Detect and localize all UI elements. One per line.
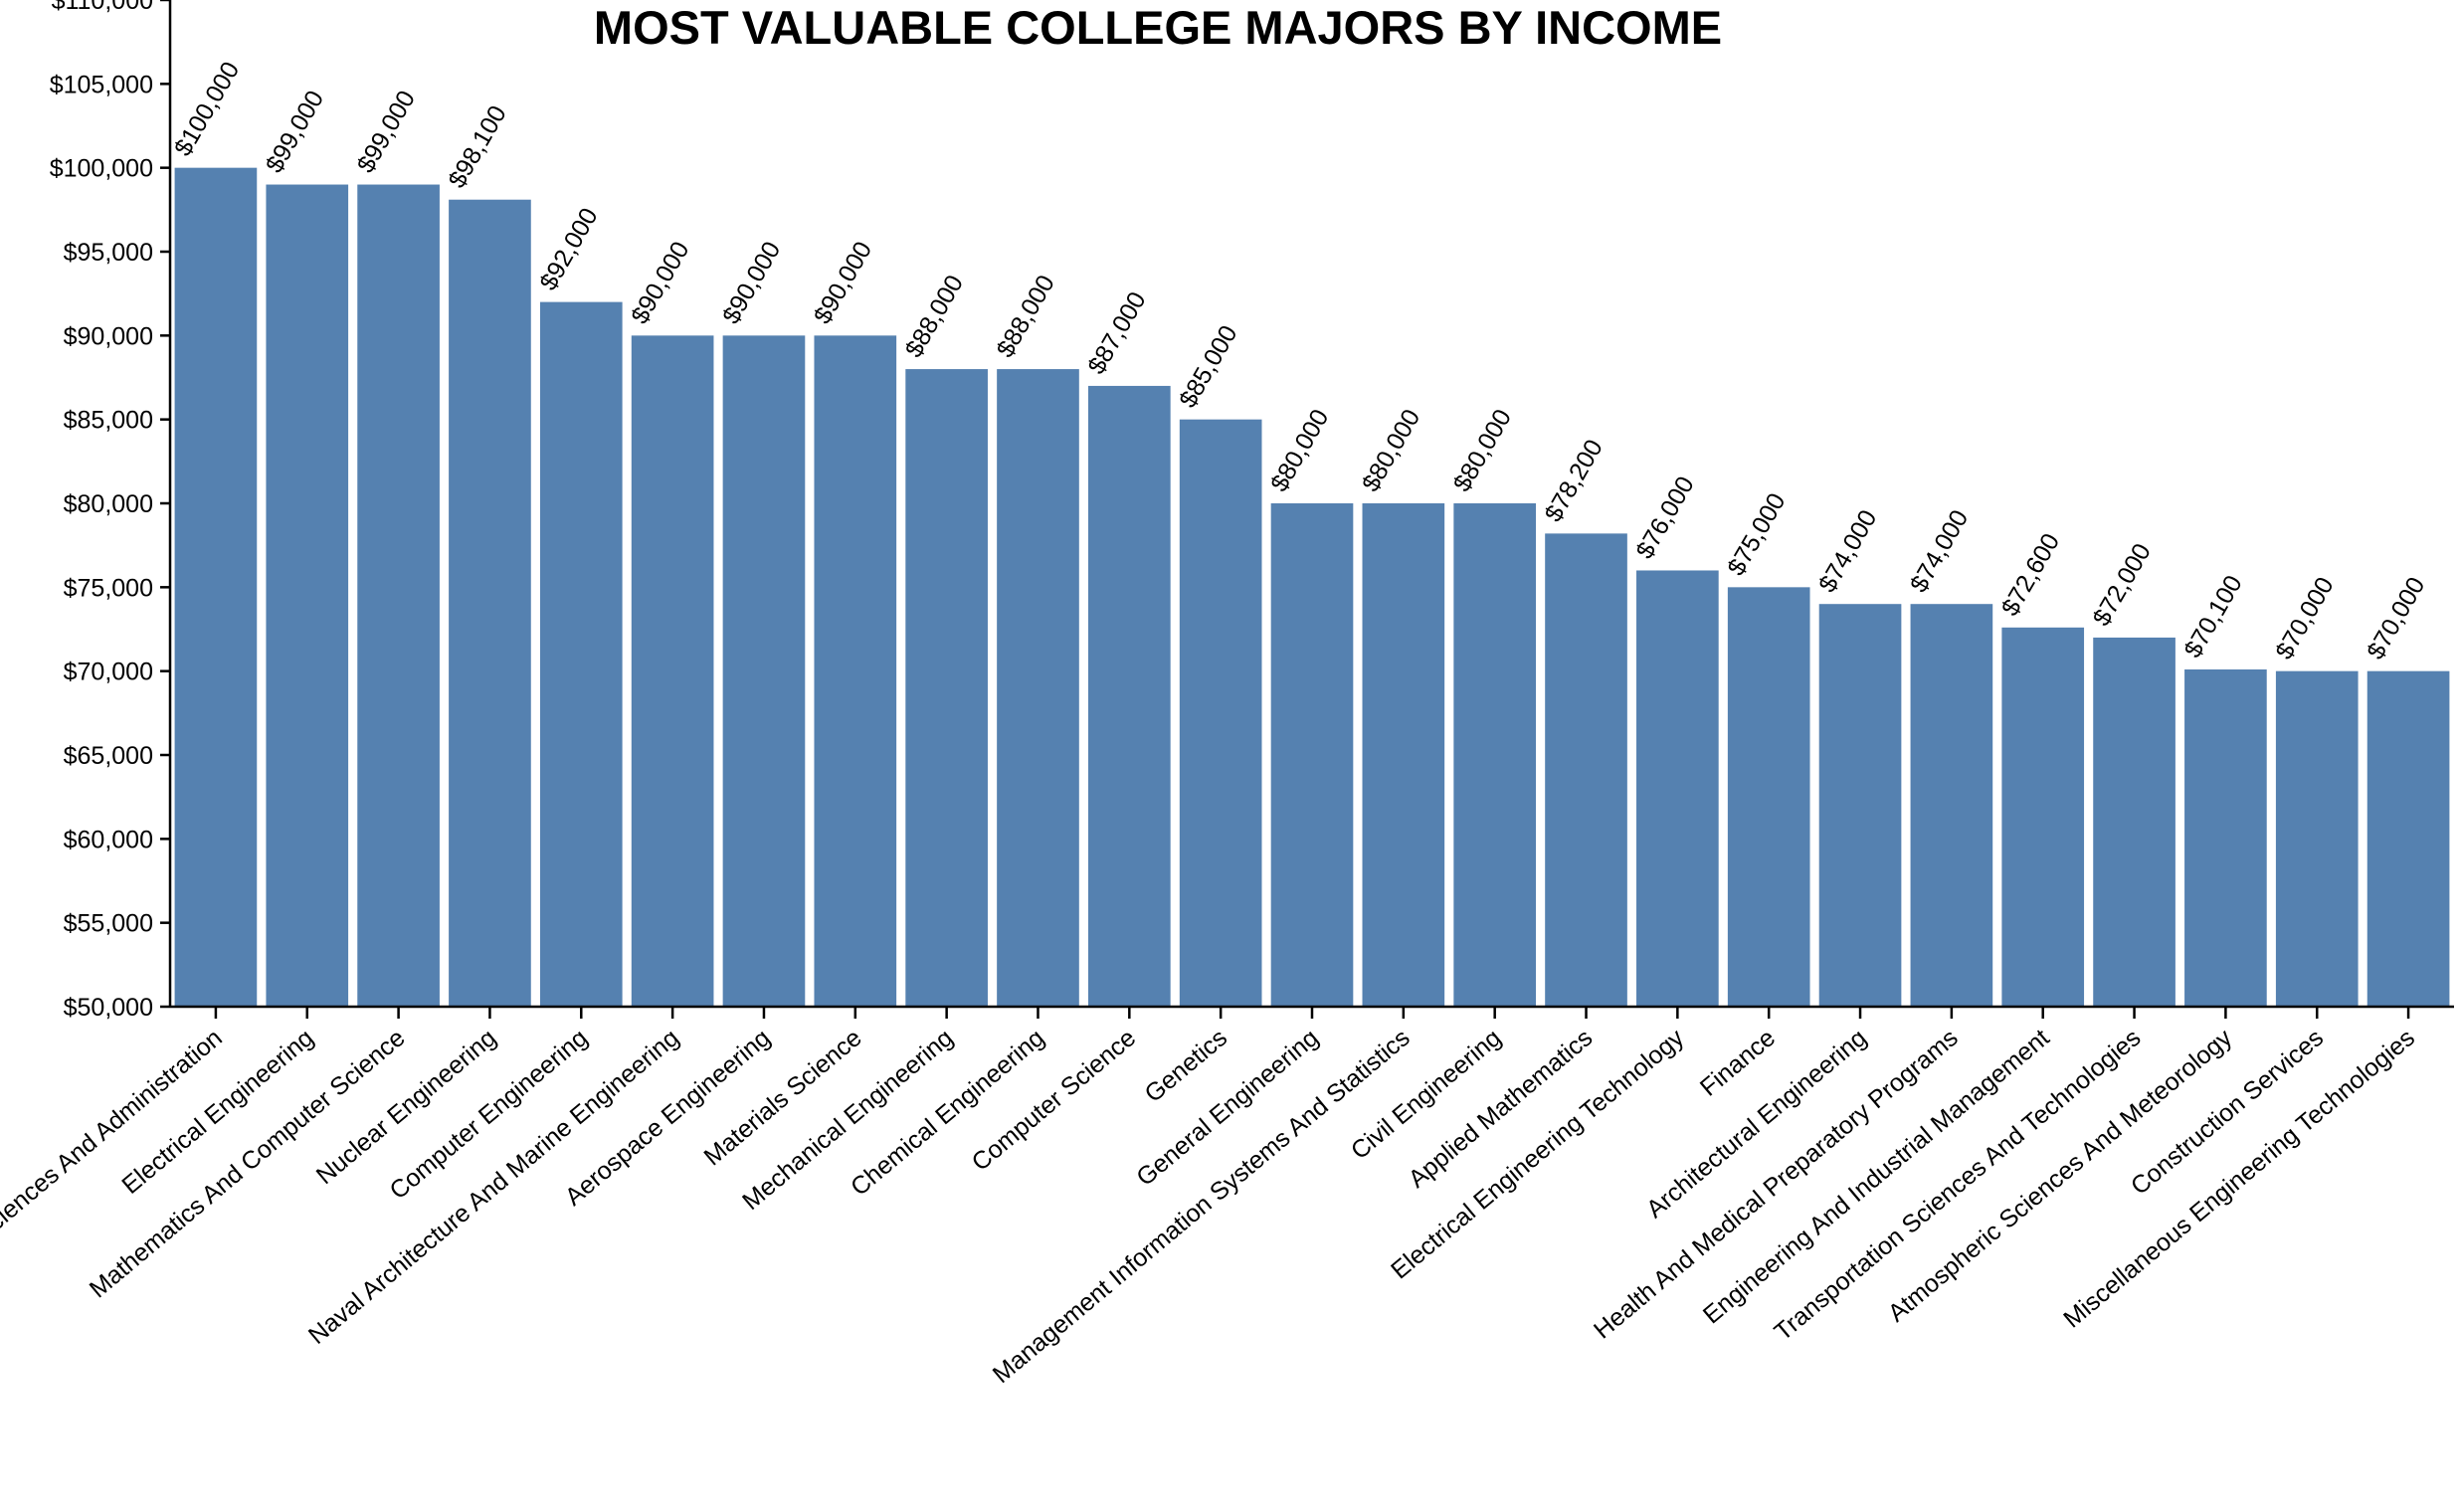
bars — [174, 167, 2450, 1008]
y-axis: $50,000 $55,000 $60,000 $65,000 $70,000 $75,0… — [50, 0, 172, 1022]
bar — [1545, 533, 1627, 1007]
data-label: $85,000 — [1174, 320, 1242, 412]
data-label: $99,000 — [352, 86, 421, 177]
y-tick-label: $60,000 — [64, 826, 153, 853]
y-tick-label: $50,000 — [64, 994, 153, 1022]
data-label: $80,000 — [1357, 405, 1425, 496]
bar — [1179, 419, 1262, 1008]
bar — [631, 335, 714, 1007]
bar — [1453, 503, 1537, 1007]
bar — [1910, 604, 1993, 1007]
bar — [997, 369, 1079, 1008]
bar — [722, 335, 806, 1007]
data-label: $74,000 — [1905, 505, 1974, 597]
bar — [1362, 503, 1445, 1007]
y-tick-label: $105,000 — [50, 71, 153, 98]
data-label: $70,100 — [2178, 571, 2247, 662]
bar — [1636, 570, 1719, 1007]
data-label: $88,000 — [900, 271, 969, 362]
x-tick-label: Computer Science — [967, 1024, 1142, 1177]
bar — [174, 167, 258, 1007]
bar — [2184, 668, 2267, 1007]
data-label: $90,000 — [626, 237, 694, 328]
data-label: $78,200 — [1539, 435, 1608, 526]
bar — [449, 199, 531, 1008]
data-label: $90,000 — [809, 237, 877, 328]
bar — [2001, 627, 2085, 1007]
y-tick-label: $65,000 — [64, 742, 153, 770]
bar — [2366, 670, 2450, 1007]
y-tick-label: $80,000 — [64, 490, 153, 518]
bar — [905, 369, 988, 1008]
bar — [2093, 637, 2175, 1007]
bar — [814, 335, 897, 1007]
data-label: $80,000 — [1448, 405, 1517, 496]
y-tick-label: $55,000 — [64, 910, 153, 938]
x-tick-label: Civil Engineering — [1346, 1024, 1507, 1165]
y-tick-label: $110,000 — [52, 0, 153, 15]
data-label: $92,000 — [534, 203, 603, 294]
data-label: $76,000 — [1630, 472, 1699, 563]
x-tick-label: Atmospheric Sciences And Meteorology — [1883, 1024, 2238, 1328]
y-tick-label: $75,000 — [64, 574, 153, 602]
data-label: $87,000 — [1082, 287, 1151, 379]
data-label: $75,000 — [1722, 488, 1791, 580]
chart-title: MOST VALUABLE COLLEGE MAJORS BY INCOME — [594, 1, 1722, 54]
y-tick-label: $100,000 — [50, 155, 153, 183]
bar — [1727, 587, 1810, 1007]
data-label: $72,600 — [1996, 529, 2065, 621]
y-tick-label: $85,000 — [64, 407, 153, 435]
bar — [2275, 670, 2359, 1007]
data-label: $98,100 — [443, 100, 511, 192]
y-tick-label: $70,000 — [64, 659, 153, 686]
bar — [1087, 385, 1171, 1007]
x-tick-label: Materials Science — [699, 1024, 867, 1171]
x-axis: Actuarial Sciences And AdministrationEle… — [0, 1005, 2454, 1389]
bar — [1270, 503, 1354, 1007]
data-label: $74,000 — [1813, 505, 1882, 597]
x-tick-label: Genetics — [1139, 1024, 1232, 1108]
data-label: $70,000 — [2362, 572, 2430, 663]
data-label: $100,000 — [169, 57, 245, 160]
bar — [539, 301, 623, 1008]
data-label: $70,000 — [2270, 572, 2339, 663]
data-label: $72,000 — [2088, 539, 2157, 631]
data-label: $80,000 — [1265, 405, 1334, 496]
x-tick-label: Finance — [1695, 1024, 1781, 1102]
x-tick-label: Management Information Systems And Stati… — [988, 1024, 1416, 1389]
data-label: $88,000 — [991, 271, 1059, 362]
bar — [357, 184, 440, 1008]
bar — [1818, 604, 1902, 1007]
data-label: $90,000 — [717, 237, 786, 328]
data-label: $99,000 — [261, 86, 329, 177]
bar — [266, 184, 349, 1008]
y-tick-label: $95,000 — [64, 239, 153, 267]
y-tick-label: $90,000 — [64, 322, 153, 350]
